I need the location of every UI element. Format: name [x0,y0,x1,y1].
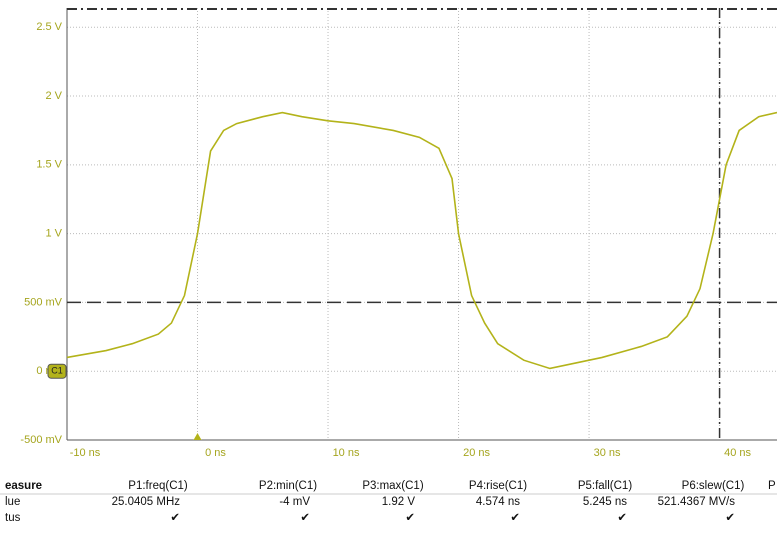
y-tick-label: -500 mV [20,434,62,446]
table-cell: ✔ [510,512,520,524]
table-header: P6:slew(C1) [682,480,745,492]
trigger-marker [193,433,202,440]
x-tick-label: 30 ns [594,447,621,459]
table-cell: tus [5,512,21,524]
table-header: P3:max(C1) [362,480,424,492]
table-header: P4:rise(C1) [469,480,527,492]
table-cell: ✔ [300,512,310,524]
table-header: easure [5,480,42,492]
table-header: P2:min(C1) [259,480,317,492]
channel-label: C1 [51,366,63,376]
channel-badge [47,363,67,379]
x-tick-label: 10 ns [333,447,360,459]
table-cell: -4 mV [279,496,310,508]
table-cell: ✔ [170,512,180,524]
trace [66,111,777,370]
table-header: P1:freq(C1) [128,480,188,492]
table-cell: 25.0405 MHz [112,496,181,508]
table-cell: ✔ [617,512,627,524]
x-tick-label: 40 ns [724,447,751,459]
table-cell: 4.574 ns [476,496,520,508]
table-cell: 1.92 V [382,496,416,508]
y-tick-label: 2 V [45,90,62,102]
y-tick-label: 1.5 V [36,159,62,171]
table-cell: ✔ [725,512,735,524]
y-tick-label: 500 mV [24,296,63,308]
x-tick-label: 20 ns [463,447,490,459]
table-cell: ✔ [405,512,415,524]
y-tick-label: 1 V [45,228,62,240]
table-cell: lue [5,496,20,508]
table-header: P5:fall(C1) [578,480,632,492]
table-header: P [768,480,776,492]
x-tick-label: 0 ns [205,447,226,459]
y-tick-label: 2.5 V [36,21,62,33]
table-cell: 5.245 ns [583,496,627,508]
table-cell: 521.4367 MV/s [658,496,736,508]
x-tick-label: -10 ns [70,447,101,459]
